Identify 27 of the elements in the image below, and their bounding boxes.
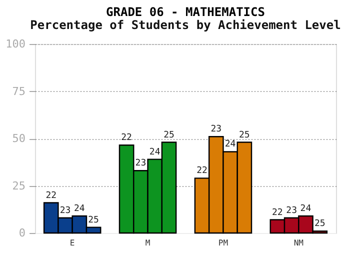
y-tick-label: 50 <box>12 132 26 145</box>
series-label: 25 <box>88 215 99 226</box>
x-tick-label: PM <box>218 238 228 248</box>
text: 24 <box>224 140 236 150</box>
x-tick-label: NM <box>294 238 304 248</box>
text: 25 <box>164 130 174 140</box>
y-tick-label: 100 <box>6 38 26 50</box>
text: 23 <box>135 158 146 169</box>
series-label: 24 <box>74 204 85 214</box>
text: 22 <box>121 133 132 144</box>
y-tick-label: 0 <box>18 226 26 240</box>
text: 25 <box>239 130 250 140</box>
text: 23 <box>286 206 298 216</box>
x-tick-label: E <box>70 238 75 248</box>
chart-subtitle: Percentage of Students by Achievement Level <box>30 18 341 32</box>
series-label: 22 <box>46 190 57 201</box>
chart-title: GRADE 06 - MATHEMATICS <box>106 5 265 19</box>
text: 24 <box>300 204 312 214</box>
series-label: 23 <box>60 206 71 216</box>
y-tick-label: 25 <box>12 179 26 192</box>
x-tick-label: M <box>145 238 150 248</box>
text: 25 <box>314 219 326 230</box>
text: 23 <box>210 124 222 135</box>
text: 22 <box>272 208 283 218</box>
text: 24 <box>149 147 160 158</box>
y-tick-label: 75 <box>12 84 26 98</box>
text: 22 <box>196 166 208 176</box>
